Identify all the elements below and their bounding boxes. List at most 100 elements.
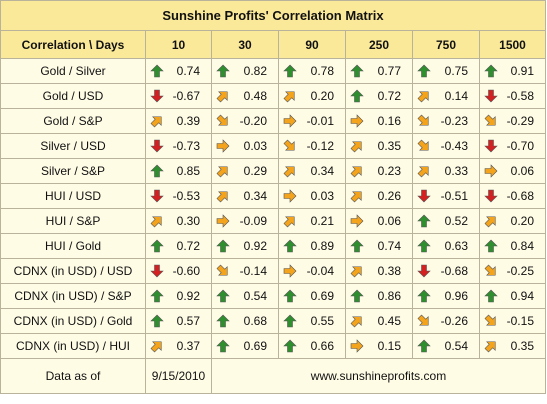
arrow-up-icon bbox=[283, 289, 297, 303]
correlation-cell: -0.01 bbox=[278, 108, 346, 134]
correlation-value: 0.33 bbox=[444, 164, 468, 178]
correlation-cell: 0.21 bbox=[278, 208, 346, 234]
correlation-value: 0.89 bbox=[310, 239, 334, 253]
correlation-value: -0.09 bbox=[239, 214, 267, 228]
correlation-value: 0.35 bbox=[510, 339, 534, 353]
arrow-up-icon bbox=[350, 289, 364, 303]
row-label: HUI / S&P bbox=[0, 208, 146, 234]
table-row: Silver / S&P 0.85 0.29 0.34 0.23 0.33 0.06 bbox=[0, 158, 546, 184]
correlation-value: 0.54 bbox=[243, 289, 267, 303]
arrow-down-icon bbox=[484, 139, 498, 153]
arrow-right-icon bbox=[484, 164, 498, 178]
correlation-cell: -0.23 bbox=[412, 108, 480, 134]
correlation-value: 0.86 bbox=[377, 289, 401, 303]
arrow-up-icon bbox=[150, 289, 164, 303]
correlation-value: -0.67 bbox=[172, 89, 200, 103]
arrow-up-icon bbox=[283, 64, 297, 78]
correlation-cell: -0.29 bbox=[479, 108, 546, 134]
table-row: Gold / S&P 0.39 -0.20 -0.01 0.16 -0.23 -0.29 bbox=[0, 108, 546, 134]
correlation-cell: 0.06 bbox=[479, 158, 546, 184]
correlation-value: -0.68 bbox=[506, 189, 534, 203]
correlation-matrix-table: Sunshine Profits' Correlation Matrix Cor… bbox=[0, 0, 546, 394]
footer-row: Data as of 9/15/2010 www.sunshineprofits… bbox=[0, 358, 546, 394]
arrow-down-icon bbox=[484, 189, 498, 203]
correlation-value: 0.82 bbox=[243, 64, 267, 78]
correlation-value: 0.20 bbox=[310, 89, 334, 103]
table-row: Gold / USD -0.67 0.48 0.20 0.72 0.14 -0.58 bbox=[0, 83, 546, 109]
correlation-cell: 0.45 bbox=[345, 308, 413, 334]
row-label: HUI / Gold bbox=[0, 233, 146, 259]
row-label: CDNX (in USD) / HUI bbox=[0, 333, 146, 359]
arrow-up-icon bbox=[216, 339, 230, 353]
correlation-value: 0.74 bbox=[176, 64, 200, 78]
correlation-value: 0.06 bbox=[510, 164, 534, 178]
arrow-up-icon bbox=[350, 89, 364, 103]
correlation-cell: -0.73 bbox=[145, 133, 212, 159]
correlation-value: 0.92 bbox=[176, 289, 200, 303]
correlation-cell: 0.16 bbox=[345, 108, 413, 134]
correlation-value: 0.52 bbox=[444, 214, 468, 228]
arrow-down-icon bbox=[150, 139, 164, 153]
correlation-value: 0.20 bbox=[510, 214, 534, 228]
arrow-right-icon bbox=[350, 214, 364, 228]
correlation-cell: 0.55 bbox=[278, 308, 346, 334]
arrow-down-right-icon bbox=[216, 114, 228, 126]
arrow-right-icon bbox=[283, 264, 297, 278]
correlation-value: 0.39 bbox=[176, 114, 200, 128]
correlation-value: 0.54 bbox=[444, 339, 468, 353]
arrow-up-icon bbox=[216, 314, 230, 328]
correlation-value: -0.25 bbox=[506, 264, 534, 278]
correlation-value: 0.91 bbox=[510, 64, 534, 78]
arrow-up-right-icon bbox=[283, 166, 295, 178]
correlation-cell: 0.35 bbox=[345, 133, 413, 159]
correlation-cell: 0.69 bbox=[211, 333, 279, 359]
correlation-value: 0.34 bbox=[243, 189, 267, 203]
correlation-cell: 0.91 bbox=[479, 58, 546, 84]
arrow-up-icon bbox=[417, 339, 431, 353]
correlation-cell: 0.20 bbox=[479, 208, 546, 234]
correlation-value: 0.78 bbox=[310, 64, 334, 78]
arrow-up-icon bbox=[150, 64, 164, 78]
row-label: HUI / USD bbox=[0, 183, 146, 209]
correlation-value: -0.20 bbox=[239, 114, 267, 128]
arrow-up-icon bbox=[350, 64, 364, 78]
correlation-cell: -0.68 bbox=[479, 183, 546, 209]
arrow-up-icon bbox=[150, 314, 164, 328]
row-label: Gold / Silver bbox=[0, 58, 146, 84]
correlation-value: 0.68 bbox=[243, 314, 267, 328]
arrow-up-icon bbox=[283, 339, 297, 353]
correlation-cell: 0.74 bbox=[145, 58, 212, 84]
arrow-up-right-icon bbox=[150, 216, 162, 228]
correlation-cell: 0.38 bbox=[345, 258, 413, 284]
correlation-cell: 0.66 bbox=[278, 333, 346, 359]
footer-label: Data as of bbox=[0, 358, 146, 394]
arrow-right-icon bbox=[216, 214, 230, 228]
correlation-value: 0.03 bbox=[243, 139, 267, 153]
header-label: Correlation \ Days bbox=[0, 30, 146, 59]
correlation-cell: 0.14 bbox=[412, 83, 480, 109]
arrow-down-icon bbox=[150, 89, 164, 103]
correlation-cell: 0.74 bbox=[345, 233, 413, 259]
correlation-value: 0.16 bbox=[377, 114, 401, 128]
row-label: Silver / S&P bbox=[0, 158, 146, 184]
arrow-up-right-icon bbox=[283, 216, 295, 228]
correlation-value: -0.12 bbox=[306, 139, 334, 153]
correlation-cell: 0.92 bbox=[211, 233, 279, 259]
table-row: Silver / USD -0.73 0.03 -0.12 0.35 -0.43 -0.70 bbox=[0, 133, 546, 159]
arrow-up-right-icon bbox=[216, 191, 228, 203]
correlation-value: -0.58 bbox=[506, 89, 534, 103]
correlation-value: -0.04 bbox=[306, 264, 334, 278]
correlation-value: -0.68 bbox=[440, 264, 468, 278]
correlation-cell: 0.54 bbox=[211, 283, 279, 309]
correlation-cell: -0.20 bbox=[211, 108, 279, 134]
correlation-cell: -0.26 bbox=[412, 308, 480, 334]
correlation-cell: -0.60 bbox=[145, 258, 212, 284]
arrow-up-right-icon bbox=[350, 191, 362, 203]
correlation-cell: -0.53 bbox=[145, 183, 212, 209]
correlation-value: 0.75 bbox=[444, 64, 468, 78]
correlation-cell: 0.34 bbox=[278, 158, 346, 184]
correlation-value: -0.23 bbox=[440, 114, 468, 128]
footer-website[interactable]: www.sunshineprofits.com bbox=[211, 358, 546, 394]
arrow-right-icon bbox=[283, 189, 297, 203]
correlation-cell: -0.09 bbox=[211, 208, 279, 234]
